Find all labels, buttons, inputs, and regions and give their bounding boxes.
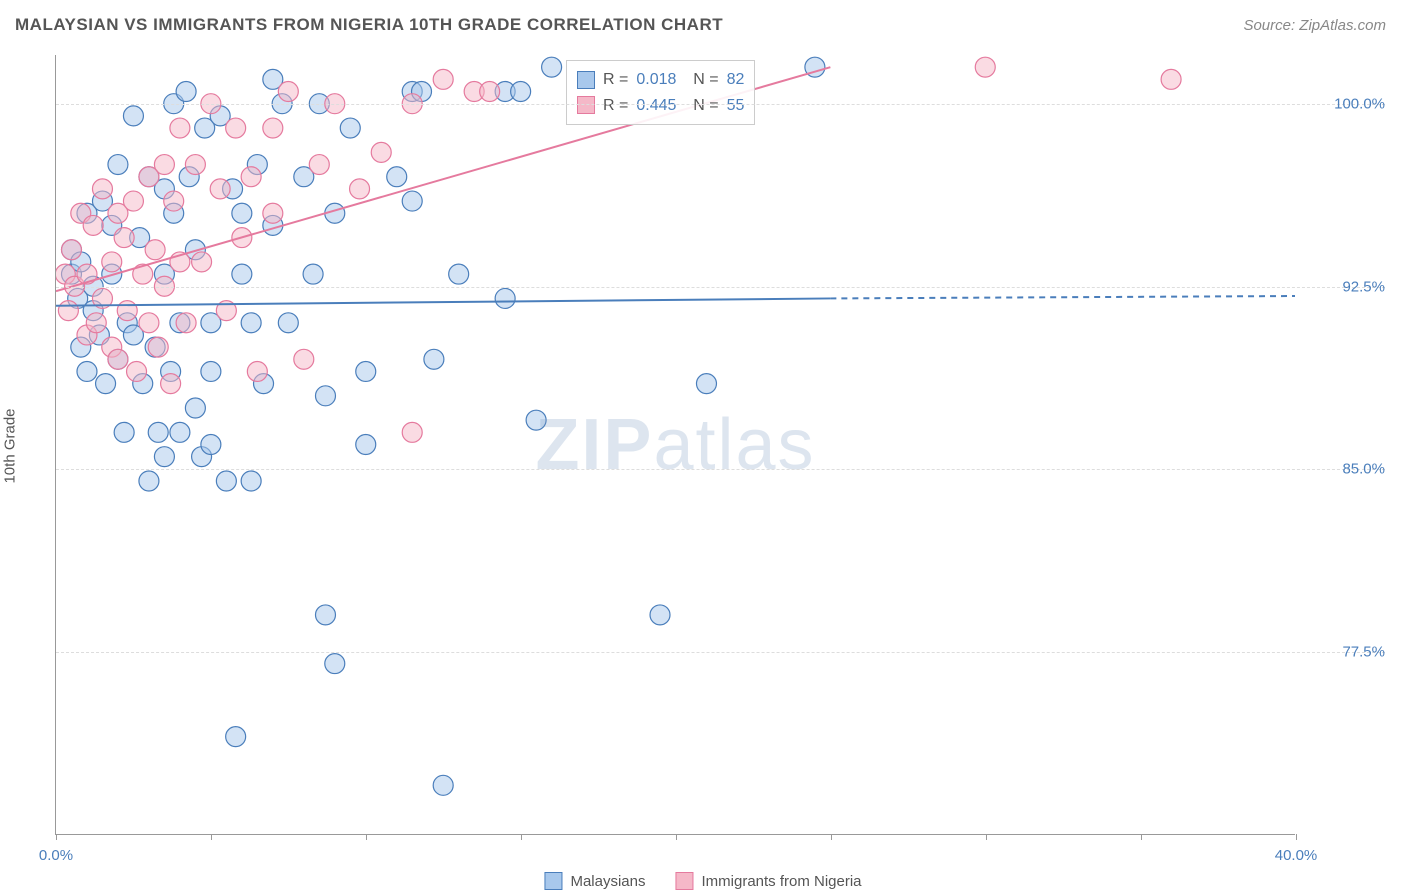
stats-n-label: N = [684, 67, 718, 93]
stats-n-value: 82 [727, 67, 745, 93]
legend-bottom: Malaysians Immigrants from Nigeria [544, 872, 861, 890]
scatter-plot-svg [56, 55, 1295, 834]
stats-r-value: 0.018 [636, 67, 676, 93]
stats-n-label: N = [684, 93, 718, 119]
x-tick [521, 834, 522, 840]
legend-label: Immigrants from Nigeria [701, 873, 861, 890]
stats-row-nigeria: R = 0.445 N = 55 [577, 93, 744, 119]
legend-swatch-icon [544, 872, 562, 890]
legend-swatch-icon [577, 96, 595, 114]
x-tick [56, 834, 57, 840]
x-tick [1141, 834, 1142, 840]
chart-container: MALAYSIAN VS IMMIGRANTS FROM NIGERIA 10T… [0, 0, 1406, 892]
gridline [56, 287, 1385, 288]
stats-n-value: 55 [727, 93, 745, 119]
stats-r-label: R = [603, 67, 628, 93]
x-tick [366, 834, 367, 840]
legend-item-malaysians: Malaysians [544, 872, 645, 890]
legend-swatch-icon [675, 872, 693, 890]
source-attribution: Source: ZipAtlas.com [1243, 17, 1386, 34]
stats-r-value: 0.445 [636, 93, 676, 119]
x-tick [676, 834, 677, 840]
y-tick-label: 92.5% [1305, 278, 1385, 295]
y-tick-label: 77.5% [1305, 644, 1385, 661]
chart-title: MALAYSIAN VS IMMIGRANTS FROM NIGERIA 10T… [15, 15, 723, 35]
plot-area: R = 0.018 N = 82 R = 0.445 N = 55 ZIPatl… [55, 55, 1295, 835]
legend-item-nigeria: Immigrants from Nigeria [675, 872, 861, 890]
legend-swatch-icon [577, 71, 595, 89]
x-tick-label: 40.0% [1275, 847, 1318, 864]
y-axis-label: 10th Grade [2, 408, 19, 483]
x-tick-label: 0.0% [39, 847, 73, 864]
x-tick [211, 834, 212, 840]
stats-r-label: R = [603, 93, 628, 119]
header: MALAYSIAN VS IMMIGRANTS FROM NIGERIA 10T… [0, 0, 1406, 50]
stats-row-malaysians: R = 0.018 N = 82 [577, 67, 744, 93]
x-tick [986, 834, 987, 840]
x-tick [1296, 834, 1297, 840]
x-tick [831, 834, 832, 840]
gridline [56, 104, 1385, 105]
gridline [56, 652, 1385, 653]
y-tick-label: 85.0% [1305, 461, 1385, 478]
gridline [56, 469, 1385, 470]
legend-label: Malaysians [570, 873, 645, 890]
y-tick-label: 100.0% [1305, 95, 1385, 112]
stats-legend: R = 0.018 N = 82 R = 0.445 N = 55 [566, 60, 755, 125]
